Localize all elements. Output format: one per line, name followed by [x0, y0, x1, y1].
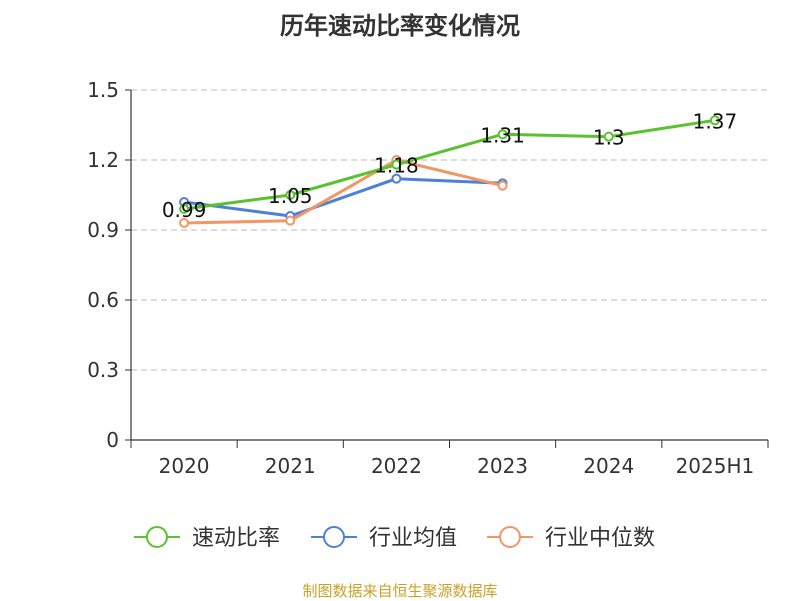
- data-source-note: 制图数据来自恒生聚源数据库: [302, 582, 498, 600]
- data-point: [285, 215, 296, 226]
- data-label: 0.99: [162, 198, 207, 222]
- legend-marker: [323, 526, 345, 548]
- series-line: [183, 177, 503, 218]
- data-point: [497, 180, 508, 191]
- chart-title: 历年速动比率变化情况: [280, 12, 520, 40]
- data-point: [179, 218, 190, 228]
- data-label: 1.37: [693, 109, 738, 133]
- x-tick-label: 2020: [159, 454, 210, 478]
- x-tick-label: 2022: [371, 454, 422, 478]
- data-point: [285, 190, 296, 200]
- data-point: [709, 115, 720, 126]
- legend-item: 行业均值: [311, 526, 457, 551]
- x-tick-label: 2021: [265, 454, 316, 478]
- series-line: [183, 118, 716, 211]
- legend-item: 行业中位数: [487, 526, 655, 551]
- legend-marker: [146, 526, 168, 548]
- x-tick-label: 2024: [583, 454, 634, 478]
- series-line: [184, 158, 503, 225]
- y-tick-label: 1.5: [87, 78, 119, 102]
- x-tick-label: 2023: [477, 454, 528, 478]
- data-point: [603, 131, 614, 142]
- legend-item: 速动比率: [134, 526, 280, 551]
- y-tick-label: 0.9: [87, 218, 119, 242]
- data-point: [391, 159, 402, 170]
- legend-marker: [499, 526, 521, 548]
- legend-label: 行业中位数: [545, 526, 655, 551]
- data-label: 1.18: [374, 154, 419, 178]
- y-tick-label: 0.6: [87, 288, 119, 312]
- legend-label: 速动比率: [192, 526, 280, 551]
- x-tick-label: 2025H1: [676, 454, 755, 478]
- data-point: [179, 204, 190, 214]
- y-tick-label: 0.3: [87, 358, 119, 382]
- y-tick-label: 0: [106, 428, 119, 452]
- data-point: [391, 173, 402, 184]
- data-point: [497, 129, 508, 140]
- y-tick-label: 1.2: [87, 148, 119, 172]
- data-label: 1.05: [268, 184, 313, 208]
- data-label: 1.3: [593, 126, 625, 150]
- data-label: 1.31: [480, 123, 525, 147]
- legend-label: 行业均值: [369, 526, 457, 551]
